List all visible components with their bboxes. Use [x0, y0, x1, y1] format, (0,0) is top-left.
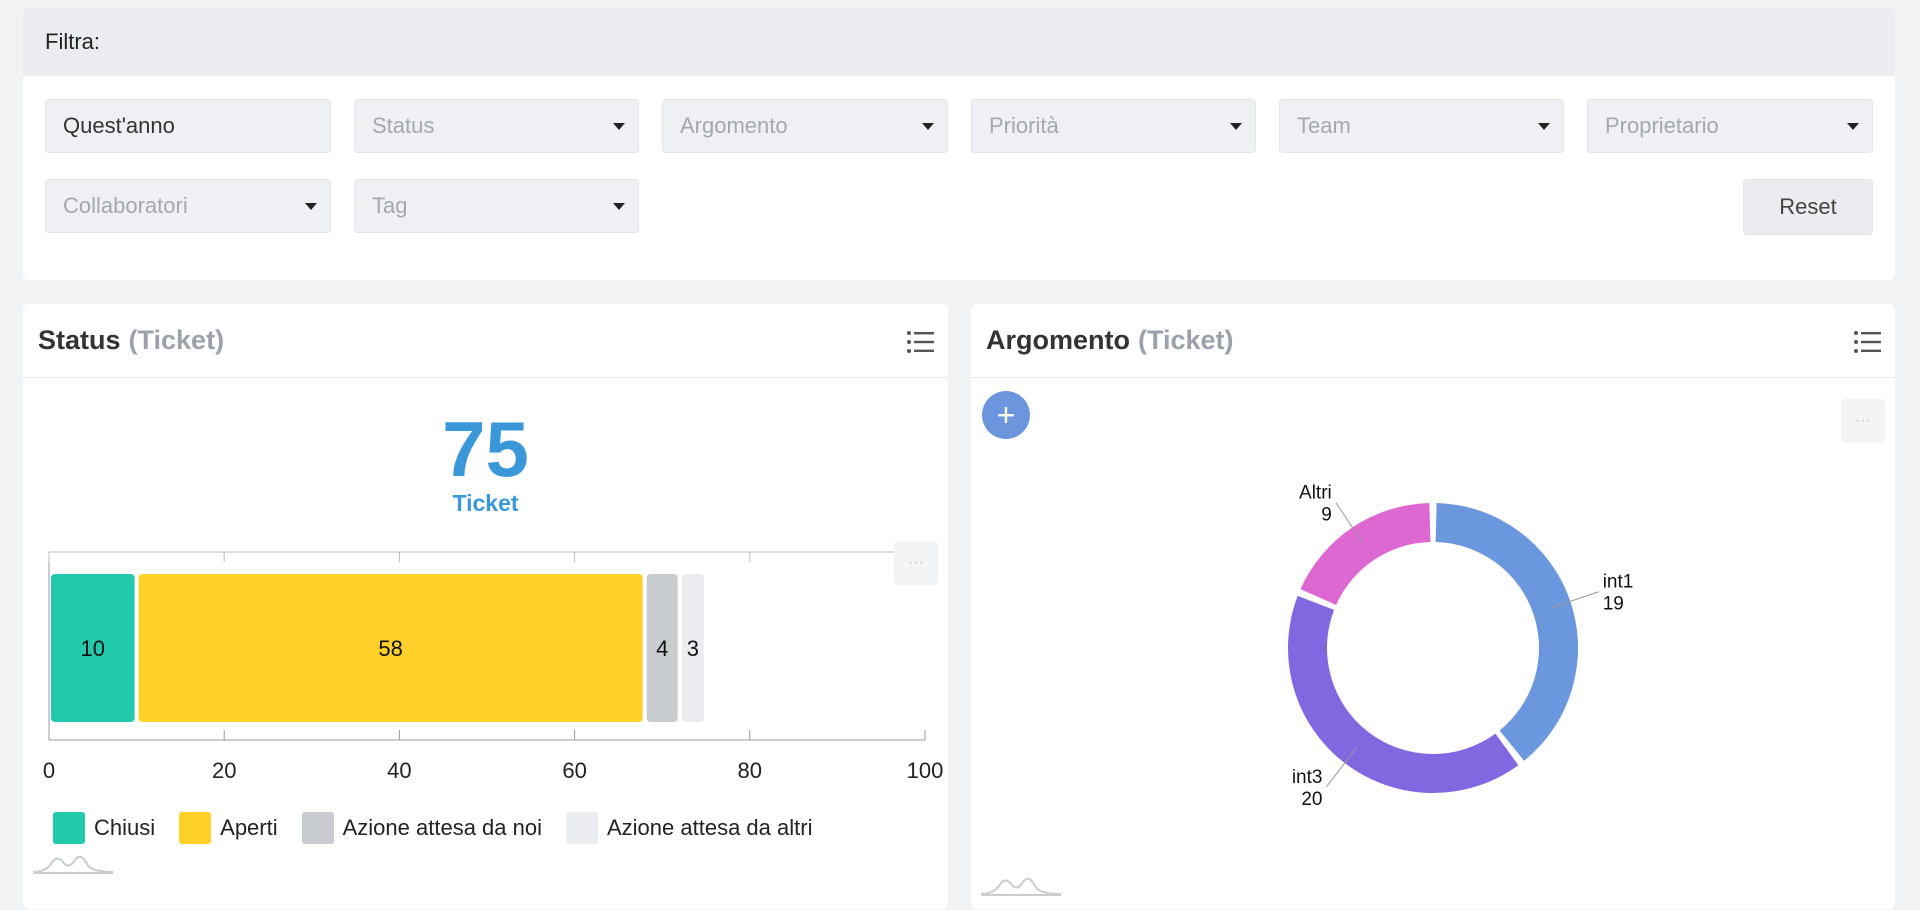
chevron-down-icon [613, 123, 625, 130]
team-filter[interactable]: Team [1279, 99, 1564, 153]
donut-slice-label: int1 [1603, 572, 1634, 593]
chevron-down-icon [1230, 123, 1242, 130]
legend-swatch-aperti [179, 812, 212, 844]
sparkline-icon [980, 877, 1062, 896]
donut-slice-altri [1300, 503, 1431, 606]
bar-segment-1 [51, 574, 135, 722]
x-tick-label: 80 [738, 758, 762, 783]
argomento-panel-header: Argomento (Ticket) [971, 304, 1895, 378]
donut-slice-label: Altri [1299, 482, 1332, 503]
x-tick-label: 40 [387, 758, 411, 783]
proprietario-filter-placeholder: Proprietario [1605, 113, 1719, 138]
argomento-filter[interactable]: Argomento [662, 99, 948, 153]
filter-header: Filtra: [23, 8, 1895, 76]
collaboratori-filter[interactable]: Collaboratori [45, 179, 331, 233]
bar-segment-4 [681, 574, 704, 722]
donut-slice-int3 [1288, 595, 1519, 793]
bar-segment-3 [646, 574, 678, 722]
argomento-panel: Argomento (Ticket) + ··· int1 19 int3 20 Alt… [971, 304, 1895, 909]
reset-button[interactable]: Reset [1743, 179, 1873, 235]
legend-item-azione-noi[interactable]: Azione attesa da noi [301, 812, 542, 844]
tag-filter[interactable]: Tag [354, 179, 639, 233]
tag-filter-placeholder: Tag [372, 193, 408, 218]
add-button[interactable]: + [982, 391, 1030, 439]
donut-slice-label: int3 [1292, 767, 1323, 788]
legend-item-azione-altri[interactable]: Azione attesa da altri [566, 812, 812, 844]
status-legend: Chiusi Aperti Azione attesa da noi Azion… [53, 812, 836, 844]
x-tick-label: 60 [562, 758, 586, 783]
chevron-down-icon [1538, 123, 1550, 130]
chevron-down-icon [613, 203, 625, 210]
legend-swatch-azione-noi [301, 812, 334, 844]
argomento-panel-subtitle: (Ticket) [1138, 325, 1234, 355]
status-panel-subtitle: (Ticket) [128, 325, 225, 355]
bar-value-label: 58 [378, 636, 402, 661]
legend-label-azione-altri: Azione attesa da altri [607, 815, 813, 840]
donut-slice-value: 9 [1321, 504, 1332, 525]
donut-slice-int1 [1435, 503, 1578, 761]
argomento-filter-placeholder: Argomento [680, 113, 788, 138]
donut-slice-value: 20 [1301, 789, 1322, 810]
ticket-total-label: Ticket [452, 490, 519, 516]
argomento-chart-menu-button[interactable]: ··· [1841, 399, 1885, 443]
legend-swatch-chiusi [53, 812, 85, 844]
x-tick-label: 20 [212, 758, 236, 783]
bar-value-label: 10 [81, 636, 105, 661]
donut-leader-line [1335, 502, 1364, 544]
ticket-total: 75 [442, 405, 529, 493]
status-chart-menu-button[interactable]: ··· [894, 541, 938, 585]
status-filter[interactable]: Status [354, 99, 639, 153]
priorita-filter[interactable]: Priorità [971, 99, 1256, 153]
legend-label-azione-noi: Azione attesa da noi [342, 815, 542, 840]
status-panel-header: Status (Ticket) [23, 304, 948, 378]
status-stacked-bar-chart: 0 20 40 60 80 100 10 58 4 3 [43, 551, 944, 783]
argomento-panel-title: Argomento [986, 325, 1130, 355]
bar-value-label: 3 [687, 636, 699, 661]
team-filter-placeholder: Team [1297, 113, 1351, 138]
legend-label-chiusi: Chiusi [94, 815, 156, 840]
collaboratori-filter-placeholder: Collaboratori [63, 193, 188, 218]
chevron-down-icon [1847, 123, 1859, 130]
chevron-down-icon [922, 123, 934, 130]
x-tick-label: 100 [907, 758, 944, 783]
list-icon[interactable] [1853, 330, 1881, 354]
filter-panel: Filtra: Quest'anno Status Argomento Prio… [23, 8, 1895, 280]
period-filter[interactable]: Quest'anno [45, 99, 331, 153]
period-filter-value: Quest'anno [63, 113, 175, 138]
bar-segment-2 [138, 574, 643, 722]
donut-leader-line [1326, 747, 1357, 788]
legend-label-aperti: Aperti [220, 815, 278, 840]
status-filter-placeholder: Status [372, 113, 435, 138]
chevron-down-icon [305, 203, 317, 210]
proprietario-filter[interactable]: Proprietario [1587, 99, 1873, 153]
donut-slice-value: 19 [1603, 594, 1624, 615]
legend-swatch-azione-altri [566, 812, 598, 844]
legend-item-aperti[interactable]: Aperti [179, 812, 278, 844]
sparkline-icon [32, 855, 114, 874]
status-panel-title: Status [38, 325, 121, 355]
priorita-filter-placeholder: Priorità [989, 113, 1059, 138]
donut-leader-line [1551, 591, 1599, 609]
status-panel: Status (Ticket) 75 Ticket 0 20 40 60 80 100 10… [23, 304, 948, 909]
x-tick-label: 0 [43, 758, 55, 783]
bar-value-label: 4 [656, 636, 668, 661]
list-icon[interactable] [906, 330, 934, 354]
legend-item-chiusi[interactable]: Chiusi [53, 812, 155, 844]
